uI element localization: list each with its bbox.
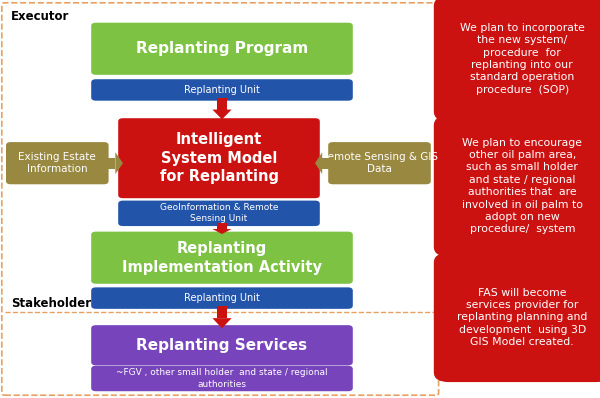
Text: ~FGV , other small holder  and state / regional
authorities: ~FGV , other small holder and state / re… (116, 369, 328, 388)
Polygon shape (217, 223, 227, 229)
Polygon shape (322, 158, 333, 169)
Polygon shape (217, 306, 227, 318)
Text: Replanting
Implementation Activity: Replanting Implementation Activity (122, 241, 322, 275)
FancyBboxPatch shape (118, 201, 320, 226)
Polygon shape (212, 318, 232, 328)
FancyBboxPatch shape (328, 142, 431, 184)
Text: We plan to incorporate
the new system/
procedure  for
replanting into our
standa: We plan to incorporate the new system/ p… (460, 23, 585, 95)
FancyBboxPatch shape (6, 142, 109, 184)
Polygon shape (104, 158, 115, 169)
FancyBboxPatch shape (91, 366, 353, 391)
Text: Stakeholder: Stakeholder (11, 297, 91, 310)
Polygon shape (212, 109, 232, 119)
Text: Existing Estate
Information: Existing Estate Information (19, 152, 96, 174)
Text: We plan to encourage
other oil palm area,
such as small holder
and state / regio: We plan to encourage other oil palm area… (462, 138, 583, 234)
Text: Replanting Unit: Replanting Unit (184, 293, 260, 303)
FancyBboxPatch shape (91, 79, 353, 101)
FancyBboxPatch shape (91, 325, 353, 365)
Text: Replanting Unit: Replanting Unit (184, 85, 260, 95)
FancyBboxPatch shape (91, 287, 353, 309)
FancyBboxPatch shape (434, 115, 600, 257)
Polygon shape (315, 152, 322, 174)
Polygon shape (115, 152, 123, 174)
Text: GeoInformation & Remote
Sensing Unit: GeoInformation & Remote Sensing Unit (160, 203, 278, 223)
FancyBboxPatch shape (91, 232, 353, 284)
FancyBboxPatch shape (91, 23, 353, 75)
FancyBboxPatch shape (118, 118, 320, 198)
Text: Replanting Services: Replanting Services (136, 338, 308, 353)
FancyBboxPatch shape (434, 253, 600, 382)
Polygon shape (217, 98, 227, 109)
Polygon shape (212, 229, 232, 234)
FancyBboxPatch shape (434, 0, 600, 121)
Text: Remote Sensing & GIS
Data: Remote Sensing & GIS Data (321, 152, 438, 174)
Text: Intelligent
System Model
for Replanting: Intelligent System Model for Replanting (160, 132, 278, 184)
Text: Executor: Executor (11, 10, 69, 23)
FancyBboxPatch shape (2, 3, 439, 395)
Text: Replanting Program: Replanting Program (136, 41, 308, 56)
Text: FAS will become
services provider for
replanting planning and
development  using: FAS will become services provider for re… (457, 288, 587, 347)
